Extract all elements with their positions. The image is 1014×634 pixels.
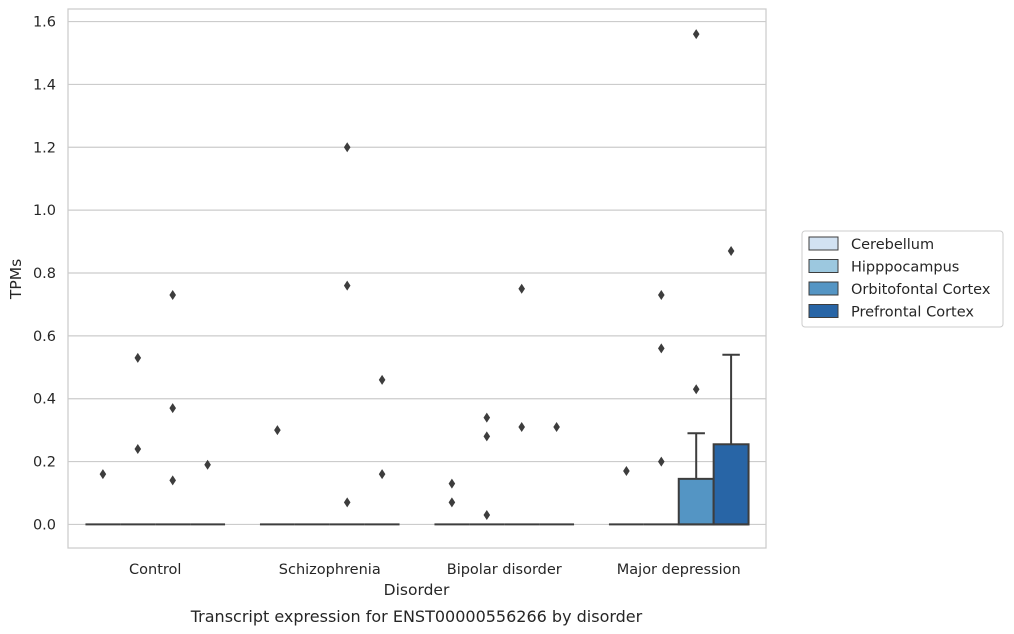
x-tick-label: Bipolar disorder: [447, 562, 562, 578]
outlier-point: [692, 384, 700, 395]
box-3-2: [677, 29, 715, 526]
outlier-point: [169, 290, 176, 300]
box-3-1: [643, 290, 679, 526]
box: [677, 477, 715, 526]
outlier-point: [448, 478, 456, 489]
box-1-2: [329, 142, 365, 526]
box-2-2: [504, 283, 540, 526]
x-axis-ticks: Control Schizophrenia Bipolar disorder Majo…: [129, 562, 741, 578]
legend-swatch: [808, 304, 839, 318]
box-plot-marks: [85, 29, 750, 526]
y-tick-label: 1.2: [33, 140, 56, 156]
legend: Cerebellum Hipppocampus Orbitofontal Corte…: [801, 230, 1004, 328]
y-tick-label: 0.4: [33, 392, 56, 408]
outlier-point: [727, 246, 735, 256]
outlier-point: [169, 475, 176, 486]
box-1-3: [364, 374, 400, 526]
outlier-point: [378, 469, 386, 480]
box-2-1: [469, 412, 505, 526]
legend-label: Cerebellum: [851, 237, 934, 253]
y-axis-ticks: 0.0 0.2 0.4 0.6 0.8 1.0 1.2 1.4 1.6: [33, 15, 56, 534]
box-0-0: [85, 469, 121, 526]
outlier-point: [274, 425, 281, 436]
outlier-point: [204, 459, 211, 470]
outlier-point: [518, 283, 525, 294]
outlier-point: [378, 374, 386, 385]
legend-swatch: [808, 259, 839, 273]
box-3-0: [608, 466, 644, 526]
box-2-0: [434, 478, 470, 526]
y-tick-label: 0.8: [33, 266, 56, 282]
outlier-point: [483, 412, 491, 423]
grid-lines: [68, 20, 766, 526]
outlier-point: [99, 469, 107, 480]
outlier-point: [483, 510, 491, 520]
box-3-3: [712, 246, 750, 526]
outlier-point: [518, 422, 525, 432]
box-2-3: [539, 422, 575, 526]
legend-label: Prefrontal Cortex: [851, 305, 974, 321]
outlier-point: [658, 456, 665, 467]
y-tick-label: 1.4: [33, 77, 56, 93]
y-tick-label: 0.2: [33, 455, 56, 471]
y-tick-label: 1.6: [33, 15, 56, 31]
legend-box: [801, 230, 1004, 328]
x-axis-label: Disorder: [384, 581, 450, 599]
outlier-point: [483, 431, 491, 442]
outlier-point: [448, 497, 456, 508]
box-0-1: [120, 352, 156, 526]
outlier-point: [553, 422, 560, 432]
outlier-point: [343, 280, 351, 291]
outlier-point: [134, 352, 142, 363]
outlier-point: [134, 444, 142, 454]
legend-swatch: [808, 236, 839, 251]
outlier-point: [343, 497, 351, 508]
plot-area: [67, 8, 767, 549]
y-tick-label: 0.6: [33, 329, 56, 345]
x-tick-label: Schizophrenia: [279, 562, 381, 578]
outlier-point: [658, 290, 665, 300]
chart-caption: Transcript expression for ENST0000055626…: [190, 607, 643, 626]
x-tick-label: Control: [129, 562, 181, 578]
y-axis-label: TPMs: [7, 259, 25, 300]
legend-label: Orbitofontal Cortex: [851, 282, 991, 298]
y-tick-label: 1.0: [33, 203, 56, 219]
outlier-point: [343, 142, 351, 153]
outlier-point: [658, 343, 665, 354]
box-0-2: [155, 290, 191, 526]
y-tick-label: 0.0: [33, 517, 56, 533]
legend-swatch: [808, 281, 839, 296]
box-0-3: [190, 459, 226, 526]
outlier-point: [623, 466, 630, 476]
box: [712, 443, 750, 526]
outlier-point: [169, 403, 176, 414]
x-tick-label: Major depression: [617, 562, 741, 578]
box-1-0: [259, 425, 295, 526]
legend-label: Hipppocampus: [851, 260, 959, 276]
outlier-point: [692, 29, 700, 40]
